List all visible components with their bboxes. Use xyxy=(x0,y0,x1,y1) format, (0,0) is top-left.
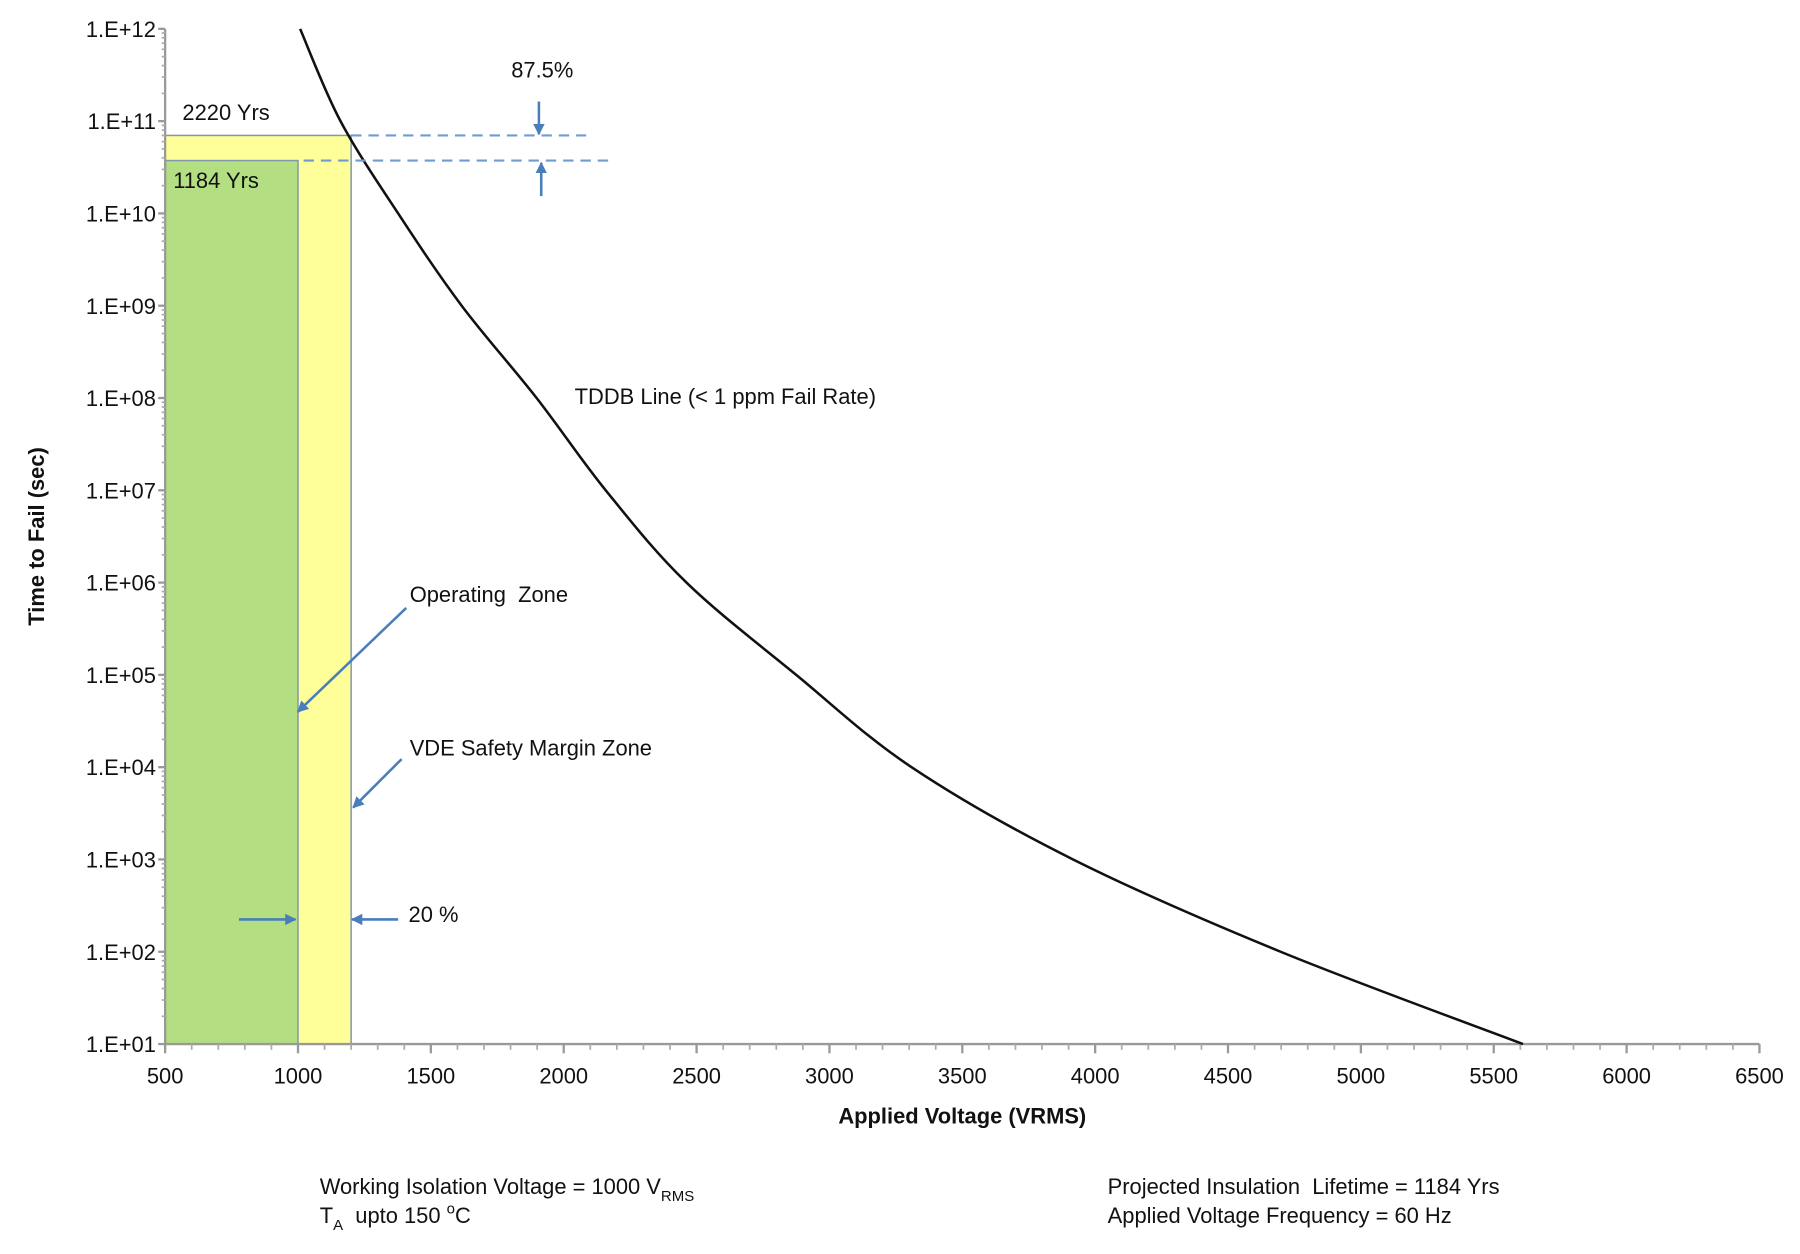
y-tick-label: 1.E+03 xyxy=(86,848,156,873)
y-axis-title: Time to Fail (sec) xyxy=(24,447,49,626)
zone-top-label-green: 1184 Yrs xyxy=(173,168,259,193)
y-tick-label: 1.E+06 xyxy=(86,571,156,596)
zones xyxy=(164,134,352,1045)
x-tick-label: 4500 xyxy=(1204,1063,1253,1088)
y-tick-label: 1.E+07 xyxy=(86,478,156,503)
note-lifetime: Projected Insulation Lifetime = 1184 Yrs xyxy=(1108,1174,1500,1199)
margin-pct-label: 87.5% xyxy=(511,57,573,82)
vde-zone-label: VDE Safety Margin Zone xyxy=(410,736,652,761)
note-frequency: Applied Voltage Frequency = 60 Hz xyxy=(1108,1203,1452,1228)
note-working-voltage: Working Isolation Voltage = 1000 V xyxy=(320,1174,662,1199)
tddb-line-label: TDDB Line (< 1 ppm Fail Rate) xyxy=(575,384,876,409)
operating-zone-arrow-icon xyxy=(296,607,408,713)
zone-top-label-yellow: 2220 Yrs xyxy=(182,100,269,125)
vde-zone-arrow-icon xyxy=(352,758,403,809)
x-tick-label: 2000 xyxy=(539,1063,588,1088)
y-tick-label: 1.E+10 xyxy=(86,201,156,226)
y-tick-label: 1.E+12 xyxy=(86,17,156,42)
note-ta: T xyxy=(320,1203,333,1228)
y-tick-label: 1.E+09 xyxy=(86,294,156,319)
x-tick-label: 6500 xyxy=(1735,1063,1784,1088)
axes: 1.E+01 1.E+02 1.E+03 1.E+04 1.E+05 1.E+06 1.E+… xyxy=(86,17,1784,1088)
series xyxy=(298,28,1524,1046)
x-tick-label: 1000 xyxy=(274,1063,323,1088)
svg-text:TA upto 150 oC: TA upto 150 oC xyxy=(320,1201,471,1234)
x-axis-title: Applied Voltage (VRMS) xyxy=(838,1104,1086,1129)
x-tick-label: 3500 xyxy=(938,1063,987,1088)
x-tick-label: 6000 xyxy=(1602,1063,1651,1088)
x-tick-label: 5000 xyxy=(1337,1063,1386,1088)
y-tick-label: 1.E+02 xyxy=(86,940,156,965)
tddb-line xyxy=(298,28,1524,1046)
voltage-margin-label: 20 % xyxy=(409,902,459,927)
notes-right: Projected Insulation Lifetime = 1184 Yrs… xyxy=(1108,1174,1500,1228)
y-tick-label: 1.E+05 xyxy=(86,663,156,688)
x-tick-label: 500 xyxy=(147,1063,184,1088)
y-tick-label: 1.E+01 xyxy=(86,1032,156,1057)
annotations: 87.5% TDDB Line (< 1 ppm Fail Rate) Oper… xyxy=(173,57,876,926)
x-tick-label: 5500 xyxy=(1469,1063,1518,1088)
svg-text:Working Isolation Voltage = 10: Working Isolation Voltage = 1000 VRMS xyxy=(320,1174,695,1205)
operating-zone-rect xyxy=(164,159,299,1045)
x-tick-label: 2500 xyxy=(672,1063,721,1088)
x-tick-label: 3000 xyxy=(805,1063,854,1088)
y-tick-label: 1.E+04 xyxy=(86,755,156,780)
y-tick-label: 1.E+08 xyxy=(86,386,156,411)
y-tick-label: 1.E+11 xyxy=(87,109,155,134)
x-tick-label: 4000 xyxy=(1071,1063,1120,1088)
notes-left: Working Isolation Voltage = 1000 VRMS TA… xyxy=(320,1174,695,1234)
x-tick-label: 1500 xyxy=(406,1063,455,1088)
operating-zone-label: Operating Zone xyxy=(410,582,568,607)
